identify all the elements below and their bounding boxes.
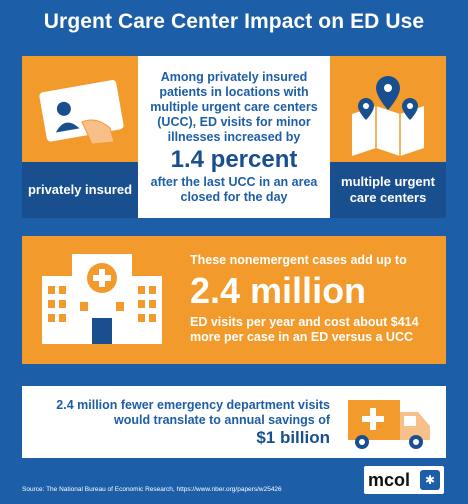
million-outro-text: ED visits per year and cost about $414 m… [190, 315, 419, 344]
savings-figure: $1 billion [256, 428, 330, 447]
savings-intro-text: 2.4 million fewer emergency department v… [56, 398, 330, 427]
logo-text: mcol [368, 469, 411, 490]
insured-section: privately insured [22, 56, 138, 218]
million-intro-text: These nonemergent cases add up to [190, 253, 407, 267]
source-citation: Source: The National Bureau of Economic … [22, 486, 282, 493]
infographic-title: Urgent Care Center Impact on ED Use [43, 10, 425, 33]
hospital-icon [42, 254, 162, 344]
percent-figure: 1.4 percent [170, 146, 298, 173]
stat-panel-percent: privately insured Among privately insure… [22, 56, 446, 218]
stat-panel-million: These nonemergent cases add up to 2.4 mi… [22, 236, 446, 364]
percent-intro-text: Among privately insured patients in loca… [150, 70, 318, 144]
percent-text-block: Among privately insured patients in loca… [138, 56, 330, 218]
million-text-block: These nonemergent cases add up to 2.4 mi… [190, 252, 440, 345]
million-figure: 2.4 million [190, 270, 367, 311]
ucc-label: multiple urgent care centers [330, 162, 446, 218]
mcol-logo: mcol ✱ [364, 466, 444, 494]
ambulance-icon [348, 400, 430, 449]
savings-text-block: 2.4 million fewer emergency department v… [22, 398, 330, 448]
id-card-icon [39, 80, 124, 145]
insured-label: privately insured [22, 162, 138, 218]
snowflake-icon: ✱ [420, 470, 440, 490]
ucc-section: multiple urgent care centers [330, 56, 446, 218]
percent-outro-text: after the last UCC in an area closed for… [150, 175, 318, 204]
stat-panel-savings: 2.4 million fewer emergency department v… [22, 386, 446, 458]
map-pin-icon [352, 76, 424, 156]
